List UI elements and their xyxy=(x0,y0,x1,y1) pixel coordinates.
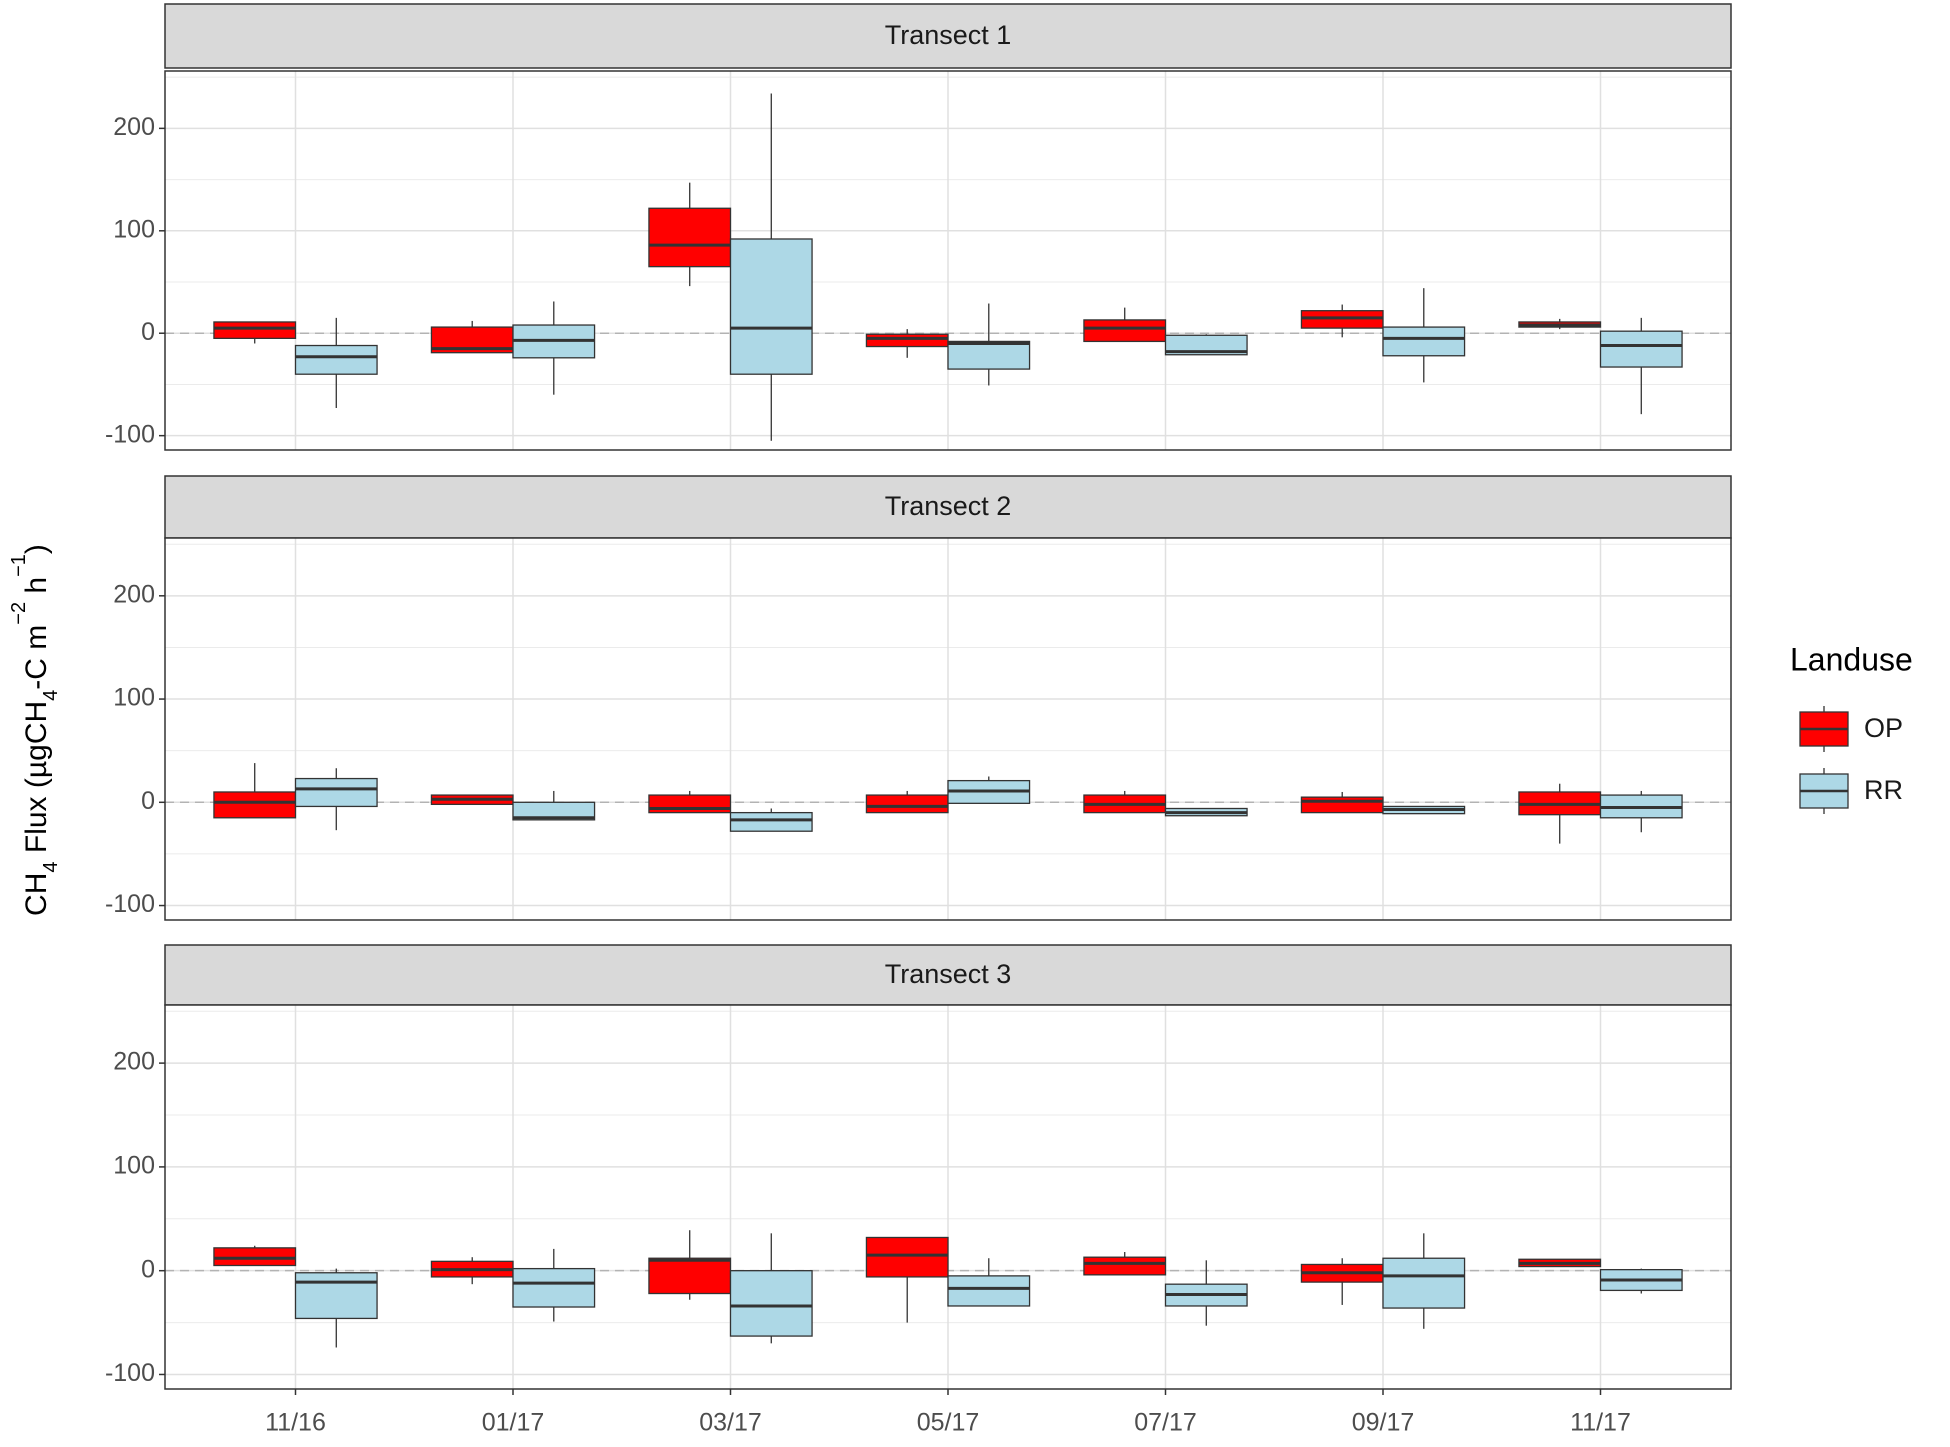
box xyxy=(648,207,732,268)
legend-label: OP xyxy=(1864,713,1903,743)
y-tick-label: 0 xyxy=(141,787,155,815)
strip-title: Transect 1 xyxy=(885,20,1012,50)
y-axis-label-part: Flux (µgCH xyxy=(20,701,53,862)
x-tick-label: 11/16 xyxy=(265,1409,326,1437)
y-axis-label: CH4 Flux (µgCH4-C m−2 h−1) xyxy=(8,544,62,916)
y-tick-label: -100 xyxy=(105,1359,155,1387)
box xyxy=(729,238,813,375)
strip xyxy=(164,3,1732,69)
y-tick-label: 100 xyxy=(113,684,155,712)
box xyxy=(213,321,297,339)
y-axis-label-part: h xyxy=(20,577,53,602)
box xyxy=(294,777,378,808)
y-axis-label-part: −1 xyxy=(8,554,30,577)
box xyxy=(1300,796,1384,814)
y-tick-label: 0 xyxy=(141,318,155,346)
box xyxy=(512,801,596,821)
box xyxy=(1300,310,1384,329)
legend-label: RR xyxy=(1864,775,1903,805)
box xyxy=(1382,1257,1466,1309)
y-tick-label: 100 xyxy=(113,215,155,243)
box xyxy=(865,794,949,814)
box xyxy=(1083,1256,1167,1276)
box xyxy=(1599,330,1683,368)
strip xyxy=(164,944,1732,1006)
y-tick-label: 200 xyxy=(113,113,155,141)
y-tick-label: 100 xyxy=(113,1152,155,1180)
box xyxy=(213,791,297,819)
strip-title: Transect 2 xyxy=(885,491,1012,521)
y-tick-label: -100 xyxy=(105,420,155,448)
box xyxy=(1083,319,1167,343)
y-tick-label: 0 xyxy=(141,1255,155,1283)
box xyxy=(947,340,1031,370)
y-tick-label: 200 xyxy=(113,580,155,608)
x-tick-label: 11/17 xyxy=(1570,1409,1631,1437)
strip-title: Transect 3 xyxy=(885,959,1012,989)
box xyxy=(294,1272,378,1320)
box xyxy=(1382,326,1466,357)
box xyxy=(213,1247,297,1267)
x-tick-label: 07/17 xyxy=(1134,1409,1197,1437)
box xyxy=(648,1257,732,1295)
box xyxy=(294,344,378,375)
box xyxy=(729,1270,813,1337)
y-axis-label-part: -C m xyxy=(20,625,53,690)
y-axis-label-part: −2 xyxy=(8,602,30,625)
box xyxy=(865,333,949,348)
panel-border xyxy=(164,70,1732,451)
y-axis-label-part: ) xyxy=(20,544,53,554)
y-axis-label-part: 4 xyxy=(40,861,62,872)
panel-border xyxy=(164,537,1732,921)
legend-title: Landuse xyxy=(1790,641,1913,677)
x-tick-label: 01/17 xyxy=(482,1409,545,1437)
y-tick-label: -100 xyxy=(105,890,155,918)
box xyxy=(865,1236,949,1278)
x-tick-label: 03/17 xyxy=(699,1409,762,1437)
y-axis-label-part: 4 xyxy=(40,690,62,701)
box xyxy=(729,811,813,832)
y-tick-label: 200 xyxy=(113,1048,155,1076)
y-axis-label-part: CH xyxy=(20,873,53,916)
box xyxy=(947,1275,1031,1307)
box xyxy=(512,1267,596,1308)
x-tick-label: 05/17 xyxy=(917,1409,980,1437)
box xyxy=(1164,334,1248,356)
x-tick-label: 09/17 xyxy=(1352,1409,1415,1437)
